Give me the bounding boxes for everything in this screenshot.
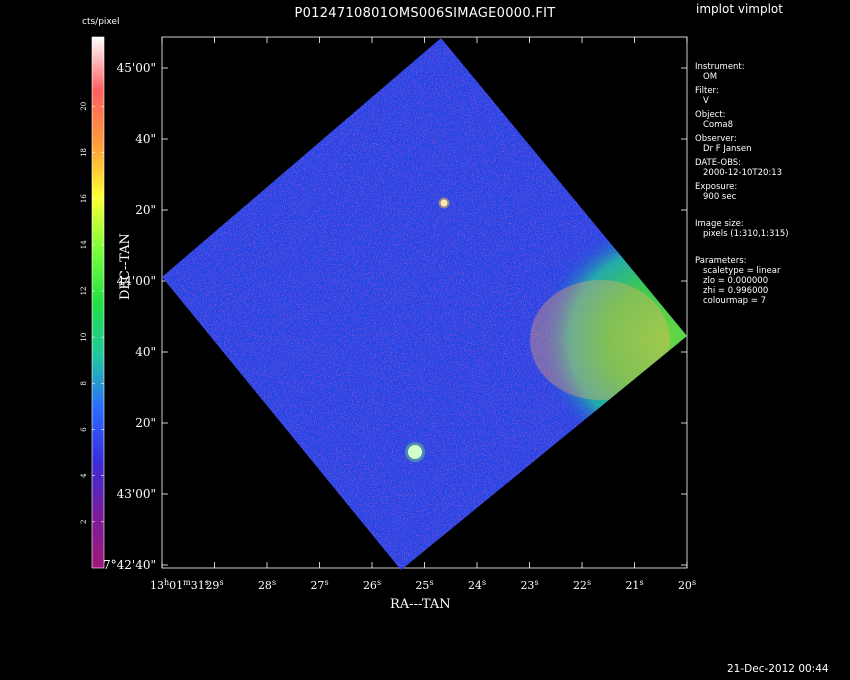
y-tick-label: 43'00" <box>117 487 156 501</box>
x-tick-label: 28s <box>258 578 276 592</box>
colorbar-tick-label: 12 <box>80 286 88 295</box>
y-tick-label: 20" <box>135 416 156 430</box>
y-tick-label: 44'00" <box>117 274 156 288</box>
x-tick-label: 21s <box>625 578 643 592</box>
colorbar-tick-label: 16 <box>80 194 88 203</box>
info-value: V <box>703 96 709 106</box>
x-tick-label: 29s <box>205 578 223 592</box>
colorbar-tick-label: 2 <box>80 520 88 524</box>
info-value: 900 sec <box>703 192 737 202</box>
param-colourmap: colourmap = 7 <box>703 296 766 306</box>
x-tick-label: 23s <box>520 578 538 592</box>
bright-star <box>408 445 422 459</box>
sky-image[interactable] <box>162 38 725 570</box>
info-label: Instrument: <box>695 62 745 72</box>
info-value: Dr F Jansen <box>703 144 752 154</box>
colorbar-tick-label: 10 <box>80 333 88 342</box>
info-value: OM <box>703 72 718 82</box>
x-tick-label: 20s <box>678 578 696 592</box>
y-tick-label: 45'00" <box>117 61 156 75</box>
colorbar-ticks <box>92 105 104 523</box>
frame-ticks <box>161 37 688 568</box>
x-axis-label: RA---TAN <box>390 597 451 612</box>
colorbar-tick-label: 14 <box>80 240 88 249</box>
app-name: implot vimplot <box>696 2 783 16</box>
info-value: Coma8 <box>703 120 734 130</box>
colorbar-tick-labels: 2 4 6 8 10 12 14 16 18 20 <box>80 102 88 524</box>
x-tick-label: 13h01m31s <box>150 578 209 592</box>
y-axis-label: DEC--TAN <box>118 233 133 300</box>
info-panel: Instrument: OM Filter: V Object: Coma8 Observe… <box>695 58 845 306</box>
colorbar <box>91 36 105 569</box>
image-size-label: Image size: <box>695 219 744 229</box>
y-tick-label: 40" <box>135 345 156 359</box>
y-tick-labels: 7°42'40" 43'00" 20" 40" 44'00" 20" 40" 45'00" <box>103 61 156 572</box>
faint-star <box>440 199 448 207</box>
timestamp: 21-Dec-2012 00:44 <box>727 663 829 675</box>
y-tick-label: 7°42'40" <box>103 558 156 572</box>
colorbar-label: cts/pixel <box>82 17 120 27</box>
x-tick-label: 26s <box>363 578 381 592</box>
x-tick-label: 25s <box>415 578 433 592</box>
image-size-value: pixels (1:310,1:315) <box>703 229 789 239</box>
image-title: P0124710801OMS006SIMAGE0000.FIT <box>294 6 556 21</box>
param-zlo: zlo = 0.000000 <box>703 276 769 286</box>
x-tick-label: 22s <box>573 578 591 592</box>
colorbar-tick-label: 20 <box>80 102 88 111</box>
colorbar-tick-label: 6 <box>80 427 88 432</box>
colorbar-tick-label: 8 <box>80 381 88 385</box>
info-label: Observer: <box>695 134 737 144</box>
x-tick-label: 24s <box>468 578 486 592</box>
y-tick-label: 40" <box>135 132 156 146</box>
colorbar-tick-label: 18 <box>80 148 88 157</box>
info-label: Filter: <box>695 86 719 96</box>
y-tick-label: 20" <box>135 203 156 217</box>
info-label: Object: <box>695 110 726 120</box>
info-label: DATE-OBS: <box>695 158 742 168</box>
param-zhi: zhi = 0.996000 <box>703 286 769 296</box>
info-value: 2000-12-10T20:13 <box>703 168 783 178</box>
info-label: Exposure: <box>695 182 738 192</box>
parameters-label: Parameters: <box>695 256 747 266</box>
nebula-region <box>445 183 687 453</box>
colorbar-tick-label: 4 <box>80 473 88 478</box>
param-scaletype: scaletype = linear <box>703 266 781 276</box>
x-tick-label: 27s <box>310 578 328 592</box>
